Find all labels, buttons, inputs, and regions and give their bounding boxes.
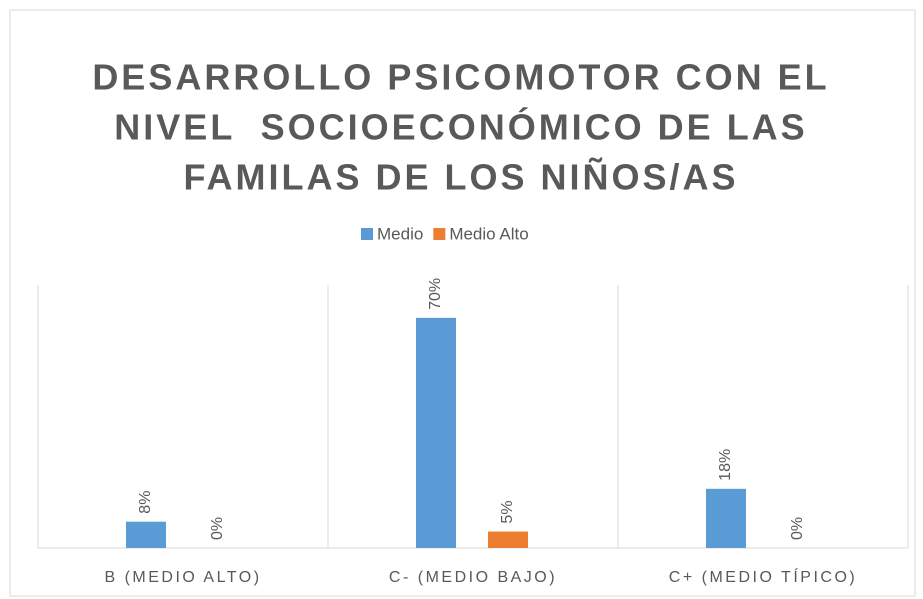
legend-swatch — [433, 228, 446, 240]
bar — [416, 317, 456, 548]
chart-title: NIVEL SOCIOECONÓMICO DE LAS — [114, 106, 807, 148]
data-label: 0% — [209, 517, 226, 540]
x-tick-label: C- (MEDIO BAJO) — [389, 569, 557, 586]
data-label: 70% — [427, 278, 444, 310]
bar — [488, 531, 528, 548]
legend-label: Medio — [377, 224, 423, 243]
data-label: 5% — [499, 500, 516, 523]
x-tick-label: B (MEDIO ALTO) — [104, 569, 261, 586]
legend-label: Medio Alto — [449, 224, 528, 243]
bar — [706, 488, 746, 548]
data-label: 8% — [137, 491, 154, 514]
chart-title: FAMILAS DE LOS NIÑOS/AS — [183, 156, 738, 198]
legend-swatch — [361, 228, 373, 240]
chart-border — [9, 9, 916, 597]
x-tick-label: C+ (MEDIO TÍPICO) — [669, 567, 857, 586]
data-label: 18% — [717, 449, 734, 481]
bar — [126, 521, 166, 548]
chart-title: DESARROLLO PSICOMOTOR CON EL — [92, 57, 829, 98]
data-label: 0% — [789, 517, 806, 540]
